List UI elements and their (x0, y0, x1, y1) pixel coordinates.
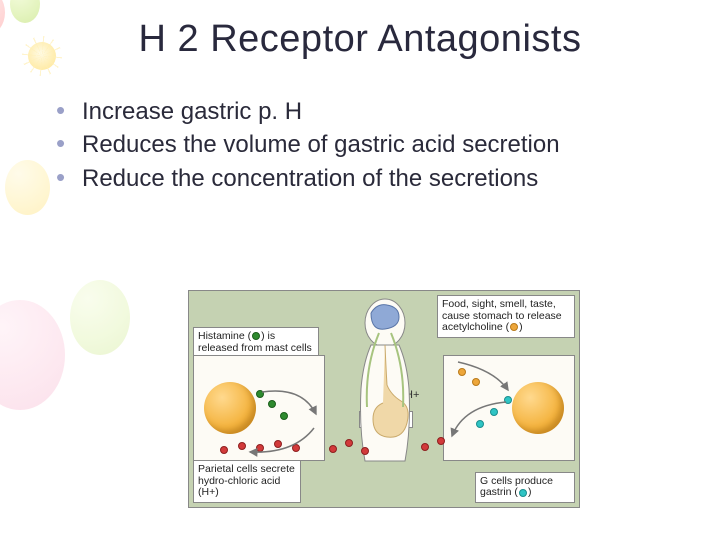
list-item: Reduces the volume of gastric acid secre… (50, 130, 670, 159)
label-text: Food, sight, smell, taste, cause stomach… (442, 298, 562, 333)
panel-left (193, 355, 325, 461)
list-item: Reduce the concentration of the secretio… (50, 164, 670, 193)
panel-arrows-icon (194, 356, 326, 462)
label-text: Histamine ( (198, 330, 251, 342)
label-text: G cells produce gastrin ( (480, 475, 553, 499)
label-gcells: G cells produce gastrin () (475, 472, 575, 503)
label-text: ) (528, 486, 532, 498)
balloon-icon (70, 280, 130, 355)
panel-arrows-icon (444, 356, 576, 462)
hcl-dot-icon (361, 447, 369, 455)
gastric-secretion-diagram: Histamine () is released from mast cells… (188, 290, 580, 508)
hcl-dot-icon (421, 443, 429, 451)
gastrin-dot-icon (519, 489, 527, 497)
label-text: Parietal cells secrete hydro-chloric aci… (198, 463, 295, 498)
bullet-text: Reduces the volume of gastric acid secre… (82, 131, 560, 158)
label-text: ) (519, 321, 523, 333)
balloon-icon (5, 160, 50, 215)
label-food: Food, sight, smell, taste, cause stomach… (437, 295, 575, 338)
label-parietal: Parietal cells secrete hydro-chloric aci… (193, 460, 301, 503)
list-item: Increase gastric p. H (50, 97, 670, 126)
panel-right (443, 355, 575, 461)
balloon-icon (0, 300, 65, 410)
hcl-dot-icon (329, 445, 337, 453)
acetylcholine-dot-icon (510, 323, 518, 331)
bullet-text: Increase gastric p. H (82, 98, 302, 125)
hcl-dot-icon (345, 439, 353, 447)
human-figure-icon (335, 297, 435, 497)
slide-title: H 2 Receptor Antagonists (0, 0, 720, 61)
label-histamine: Histamine () is released from mast cells (193, 327, 319, 358)
bullet-list: Increase gastric p. H Reduces the volume… (50, 97, 670, 193)
hcl-dot-icon (437, 437, 445, 445)
bullet-text: Reduce the concentration of the secretio… (82, 165, 538, 192)
histamine-dot-icon (252, 332, 260, 340)
